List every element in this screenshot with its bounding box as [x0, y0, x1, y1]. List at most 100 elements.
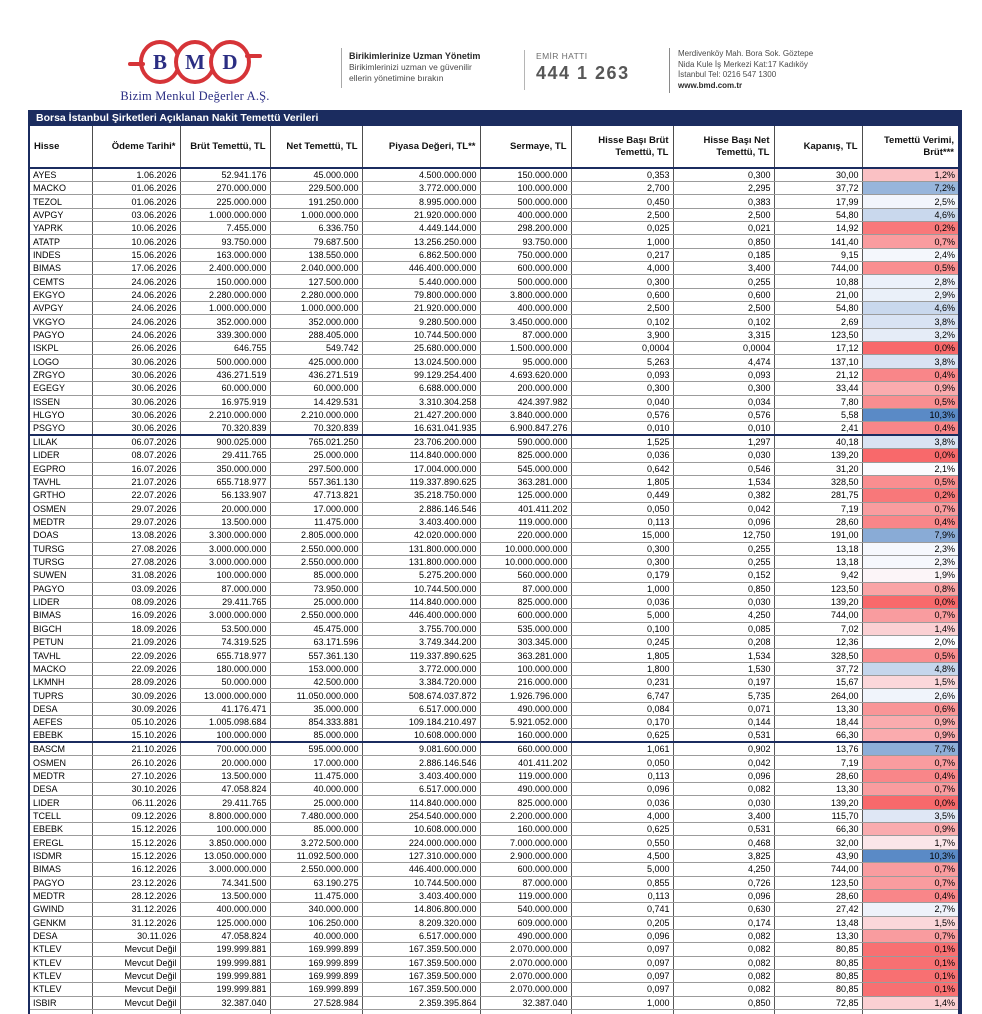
cell-odeme-tarihi: 15.10.2026 [91, 728, 180, 744]
table-row: LKMNH 28.09.2026 50.000.000 42.500.000 3.384… [30, 675, 958, 690]
cell-net-temettu: 340.000.000 [269, 902, 362, 917]
cell-kapanis: 191,00 [773, 528, 862, 543]
cell-piyasa-degeri: 3.384.720.000 [361, 675, 480, 690]
cell-piyasa-degeri: 3.772.000.000 [361, 181, 480, 196]
cell-temettu-verimi: 2,6% [861, 688, 958, 703]
cell-sermaye: 95.000.000 [479, 354, 571, 369]
cell-brut-temettu: 32.387.040 [179, 996, 270, 1010]
cell-odeme-tarihi: 31.12.2026 [91, 916, 180, 930]
cell-kapanis: 7,02 [773, 622, 862, 637]
cell-net-temettu: 169.999.899 [269, 969, 362, 984]
column-header-temettu-verimi: Temettü Verimi, Brüt*** [861, 126, 958, 169]
column-header-piyasa-degeri: Piyasa Değeri, TL** [361, 126, 480, 169]
cell-kapanis: 80,85 [773, 956, 862, 970]
cell-hisse-basi-net: 0,030 [672, 448, 774, 463]
website-link[interactable]: www.bmd.com.tr [678, 80, 743, 90]
cell-piyasa-degeri: 3.772.000.000 [361, 662, 480, 677]
cell-net-temettu: 297.500.000 [269, 462, 362, 476]
cell-piyasa-degeri: 10.608.000.000 [361, 728, 480, 744]
table-row: TUPRS 30.09.2026 13.000.000.000 11.050.000.… [30, 688, 958, 703]
table-row: PETUN 21.09.2026 74.319.525 63.171.596 3.749… [30, 635, 958, 650]
cell-piyasa-degeri: 5.440.000.000 [361, 274, 480, 289]
cell-kapanis: 18,44 [773, 715, 862, 730]
cell-temettu-verimi: 0,7% [861, 782, 958, 797]
cell-odeme-tarihi: 01.06.2026 [91, 181, 180, 196]
cell-brut-temettu: 74.319.525 [179, 635, 270, 650]
cell-temettu-verimi: 1,4% [861, 996, 958, 1010]
cell-kapanis: 115,70 [773, 809, 862, 824]
table-row: GWIND 31.12.2026 400.000.000 340.000.000 14.… [30, 902, 958, 917]
cell-temettu-verimi: 0,5% [861, 261, 958, 276]
cell-brut-temettu: 2.280.000.000 [179, 288, 270, 303]
cell-hisse-basi-net: 1,297 [672, 435, 774, 450]
cell-hisse: SUWEN [30, 568, 92, 583]
cell-brut-temettu: 100.000.000 [179, 728, 270, 744]
cell-kapanis: 27,42 [773, 902, 862, 917]
cell-hisse: MEDTR [30, 769, 92, 784]
table-row: KTLEV Mevcut Değil 199.999.881 169.999.899 1… [30, 942, 958, 957]
cell-hisse-basi-net: 3,825 [672, 849, 774, 864]
table-row: EGEGY 30.06.2026 60.000.000 60.000.000 6.688… [30, 381, 958, 396]
cell-piyasa-degeri: 21.920.000.000 [361, 301, 480, 316]
brand-header: B M D Bizim Menkul Değerler A.Ş. Birikim… [0, 0, 982, 110]
cell-odeme-tarihi: 27.10.2026 [91, 769, 180, 784]
cell-net-temettu: 106.250.000 [269, 916, 362, 930]
table-row: EBEBK 15.10.2026 100.000.000 85.000.000 10.6… [30, 728, 958, 744]
cell-hisse-basi-brut: 1,000 [570, 582, 673, 596]
cell-net-temettu: 1.000.000.000 [269, 208, 362, 223]
cell-piyasa-degeri: 23.706.200.000 [361, 435, 480, 450]
cell-temettu-verimi: 0,5% [861, 395, 958, 409]
cell-kapanis: 15,67 [773, 675, 862, 690]
table-row: GENKM 31.12.2026 125.000.000 106.250.000 8.2… [30, 916, 958, 930]
column-header-kapanis: Kapanış, TL [773, 126, 862, 169]
cell-hisse-basi-net: 0,576 [672, 408, 774, 423]
address-line-3: İstanbul Tel: 0216 547 1300 [678, 70, 777, 79]
cell-sermaye: 363.281.000 [479, 648, 571, 663]
logo-dash-right-icon [245, 54, 262, 58]
cell-hisse: KTLEV [30, 982, 92, 997]
cell-net-temettu: 2.550.000.000 [269, 608, 362, 623]
cell-kapanis: 13,18 [773, 555, 862, 570]
cell-sermaye: 660.000.000 [479, 742, 571, 757]
cell-odeme-tarihi: 31.08.2026 [91, 568, 180, 583]
cell-hisse-basi-net: 2,500 [672, 301, 774, 316]
cell-hisse-basi-net: 0,082 [672, 956, 774, 970]
cell-hisse: ISKPL [30, 341, 92, 356]
table-row: PAGYO 03.09.2026 87.000.000 73.950.000 10.74… [30, 582, 958, 596]
cell-odeme-tarihi: 24.06.2026 [91, 328, 180, 343]
cell-net-temettu: 2.040.000.000 [269, 261, 362, 276]
cell-brut-temettu: 225.000.000 [179, 194, 270, 209]
table-row: TURSG 27.08.2026 3.000.000.000 2.550.000.00… [30, 555, 958, 570]
cell-odeme-tarihi: 03.06.2026 [91, 208, 180, 223]
cell-brut-temettu: 74.341.500 [179, 876, 270, 890]
cell-piyasa-degeri: 109.184.210.497 [361, 715, 480, 730]
cell-hisse: PAGYO [30, 876, 92, 890]
cell-hisse: BASCM [30, 742, 92, 757]
cell-kapanis: 2,41 [773, 421, 862, 437]
table-row: PAGYO 23.12.2026 74.341.500 63.190.275 10.74… [30, 876, 958, 890]
cell-hisse-basi-brut: 0,170 [570, 715, 673, 730]
cell-piyasa-degeri: 5.275.200.000 [361, 568, 480, 583]
cell-hisse-basi-net: 0,082 [672, 929, 774, 944]
cell-net-temettu: 2.805.000.000 [269, 528, 362, 543]
cell-brut-temettu: 100.000.000 [179, 822, 270, 837]
cell-net-temettu: 11.475.000 [269, 769, 362, 784]
cell-hisse-basi-brut: 1,805 [570, 648, 673, 663]
cell-net-temettu: 45.475.000 [269, 622, 362, 637]
table-row: LILAK 06.07.2026 900.025.000 765.021.250 23.… [30, 435, 958, 450]
cell-hisse-basi-brut: 0,450 [570, 194, 673, 209]
cell-odeme-tarihi: 30.06.2026 [91, 395, 180, 409]
cell-hisse: YAPRK [30, 221, 92, 236]
table-header-row: Hisse Ödeme Tarihi* Brüt Temettü, TL Net Te… [30, 126, 958, 169]
cell-hisse-basi-net: 5,735 [672, 688, 774, 703]
cell-sermaye: 590.000.000 [479, 435, 571, 450]
cell-hisse-basi-brut: 0,353 [570, 168, 673, 182]
cell-odeme-tarihi: 16.09.2026 [91, 608, 180, 623]
cell-kapanis: 54,80 [773, 301, 862, 316]
cell-odeme-tarihi: 16.12.2026 [91, 862, 180, 877]
cell-hisse-basi-brut: 0,084 [570, 702, 673, 717]
table-row: DESA 30.10.2026 47.058.824 40.000.000 6.517.… [30, 782, 958, 797]
cell-kapanis: 33,44 [773, 381, 862, 396]
table-row: BIMAS 17.06.2026 2.400.000.000 2.040.000.00… [30, 261, 958, 276]
cell-hisse-basi-net: 0,630 [672, 902, 774, 917]
